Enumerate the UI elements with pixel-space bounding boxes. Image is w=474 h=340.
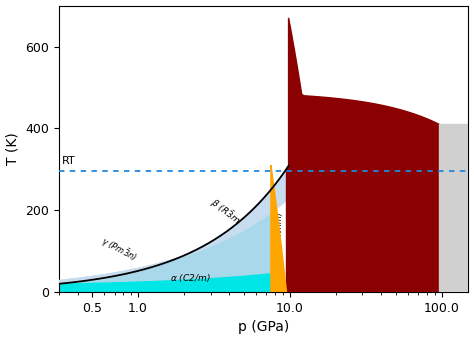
Text: $\gamma$ (Pm$\bar{3}$n): $\gamma$ (Pm$\bar{3}$n) xyxy=(99,234,140,265)
Polygon shape xyxy=(59,272,271,292)
Text: $\alpha$ (C2/m): $\alpha$ (C2/m) xyxy=(170,272,210,284)
Text: $\varepsilon$ (A2/m): $\varepsilon$ (A2/m) xyxy=(334,189,382,202)
Text: $\beta$ (R$\bar{3}$m): $\beta$ (R$\bar{3}$m) xyxy=(207,195,246,230)
Text: $\zeta$: $\zeta$ xyxy=(448,193,457,210)
X-axis label: p (GPa): p (GPa) xyxy=(238,320,289,335)
Polygon shape xyxy=(59,212,271,283)
Polygon shape xyxy=(286,18,439,292)
Text: RT: RT xyxy=(62,156,76,167)
Y-axis label: T (K): T (K) xyxy=(6,133,19,165)
Polygon shape xyxy=(439,124,468,292)
Polygon shape xyxy=(59,166,289,284)
Polygon shape xyxy=(271,165,286,292)
Text: $\delta$ (Fmmm): $\delta$ (Fmmm) xyxy=(273,211,285,254)
